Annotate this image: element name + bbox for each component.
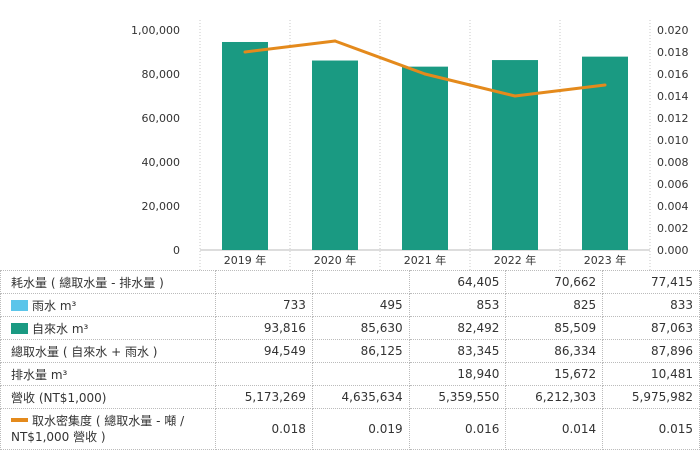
table-cell: 70,662: [505, 270, 604, 294]
table-cell: 86,125: [311, 339, 410, 363]
y-right-tick-label: 0.014: [657, 90, 689, 103]
x-tick-label: 2019 年: [224, 253, 267, 267]
table-cell: 5,359,550: [408, 385, 507, 409]
table-cell: 0.016: [408, 408, 507, 450]
table-cell: 5,173,269: [215, 385, 313, 409]
row-label-text: 營收 (NT$1,000): [11, 390, 107, 405]
table-row: 總取水量 ( 自來水 + 雨水 ) 94,549 86,125 83,345 86,33…: [0, 339, 700, 363]
row-label: 自來水 m³: [0, 316, 217, 340]
y-right-tick-label: 0.008: [657, 156, 689, 169]
y-left-tick-label: 80,000: [142, 68, 181, 81]
legend-swatch: [11, 322, 28, 334]
table-cell: 0.018: [215, 408, 313, 450]
x-tick-label: 2022 年: [494, 253, 537, 267]
table-row: 自來水 m³ 93,816 85,630 82,492 85,509 87,063: [0, 316, 700, 340]
y-right-tick-label: 0.016: [657, 68, 689, 81]
y-left-tick-label: 40,000: [142, 156, 181, 169]
table-cell: 64,405: [408, 270, 507, 294]
y-right-tick-label: 0.018: [657, 46, 689, 59]
table-cell: 87,896: [602, 339, 700, 363]
table-row: 營收 (NT$1,000) 5,173,269 4,635,634 5,359,550…: [0, 385, 700, 409]
table-cell: 5,975,982: [602, 385, 700, 409]
row-label-text: 排水量 m³: [11, 367, 68, 382]
legend-swatch: [11, 299, 28, 311]
row-label: 取水密集度 ( 總取水量 - 噸 / NT$1,000 營收 ): [0, 408, 217, 450]
row-label-text: 總取水量 ( 自來水 + 雨水 ): [11, 344, 158, 359]
table-cell: 85,509: [505, 316, 604, 340]
y-right-tick-label: 0.004: [657, 200, 689, 213]
table-cell: 0.019: [311, 408, 410, 450]
bar: [222, 41, 268, 250]
row-label: 排水量 m³: [0, 362, 217, 386]
y-right-tick-label: 0.000: [657, 244, 689, 257]
table-cell: 82,492: [408, 316, 507, 340]
table-cell: 85,630: [311, 316, 410, 340]
table-row: 雨水 m³ 733 495 853 825 833: [0, 293, 700, 317]
table-cell: 853: [408, 293, 507, 317]
y-left-tick-label: 1,00,000: [131, 24, 180, 37]
bar: [402, 66, 448, 251]
row-label: 營收 (NT$1,000): [0, 385, 217, 409]
table-cell: 83,345: [408, 339, 507, 363]
table-cell: 87,063: [602, 316, 700, 340]
x-tick-label: 2023 年: [584, 253, 627, 267]
y-left-tick-label: 0: [173, 244, 180, 257]
table-cell: 93,816: [215, 316, 313, 340]
line-point: [243, 50, 247, 54]
y-right-tick-label: 0.010: [657, 134, 689, 147]
table-cell: 15,672: [505, 362, 604, 386]
line-point: [513, 94, 517, 98]
table-cell: 86,334: [505, 339, 604, 363]
table-row: 取水密集度 ( 總取水量 - 噸 / NT$1,000 營收 ) 0.018 0.0…: [0, 408, 700, 450]
y-right-tick-label: 0.006: [657, 178, 689, 191]
table-cell: [311, 362, 410, 386]
row-label-text: 雨水 m³: [32, 298, 77, 313]
row-label: 耗水量 ( 總取水量 - 排水量 ): [0, 270, 217, 294]
y-right-tick-label: 0.020: [657, 24, 689, 37]
data-table: 耗水量 ( 總取水量 - 排水量 ) 64,405 70,662 77,415 雨水 m…: [0, 270, 700, 450]
table-cell: 10,481: [602, 362, 700, 386]
table-cell: 18,940: [408, 362, 507, 386]
y-left-tick-label: 60,000: [142, 112, 181, 125]
table-cell: 833: [602, 293, 700, 317]
row-label: 雨水 m³: [0, 293, 217, 317]
legend-swatch: [11, 418, 28, 422]
y-left-tick-label: 20,000: [142, 200, 181, 213]
x-tick-label: 2020 年: [314, 253, 357, 267]
table-cell: 495: [311, 293, 410, 317]
bar: [312, 60, 358, 251]
line-point: [603, 83, 607, 87]
row-label-text: 自來水 m³: [32, 321, 89, 336]
row-label: 總取水量 ( 自來水 + 雨水 ): [0, 339, 217, 363]
row-label-text: 取水密集度 ( 總取水量 - 噸 / NT$1,000 營收 ): [11, 414, 185, 444]
table-cell: 733: [215, 293, 313, 317]
table-cell: 77,415: [602, 270, 700, 294]
x-tick-label: 2021 年: [404, 253, 447, 267]
table-row: 排水量 m³ 18,940 15,672 10,481: [0, 362, 700, 386]
bar: [492, 60, 538, 250]
line-point: [333, 39, 337, 43]
water-chart: 0 20,000 40,000 60,000 80,000 1,00,000 0.000 0.…: [131, 20, 689, 270]
table-cell: 0.015: [602, 408, 700, 450]
table-row: 耗水量 ( 總取水量 - 排水量 ) 64,405 70,662 77,415: [0, 270, 700, 294]
table-cell: 4,635,634: [311, 385, 410, 409]
table-cell: [215, 362, 313, 386]
table-cell: [215, 270, 313, 294]
table-cell: 825: [505, 293, 604, 317]
table-cell: [311, 270, 410, 294]
y-right-tick-label: 0.002: [657, 222, 689, 235]
table-cell: 0.014: [505, 408, 604, 450]
y-right-tick-label: 0.012: [657, 112, 689, 125]
table-cell: 94,549: [215, 339, 313, 363]
row-label-text: 耗水量 ( 總取水量 - 排水量 ): [11, 275, 164, 290]
line-point: [423, 72, 427, 76]
table-cell: 6,212,303: [505, 385, 604, 409]
bar: [582, 56, 628, 250]
